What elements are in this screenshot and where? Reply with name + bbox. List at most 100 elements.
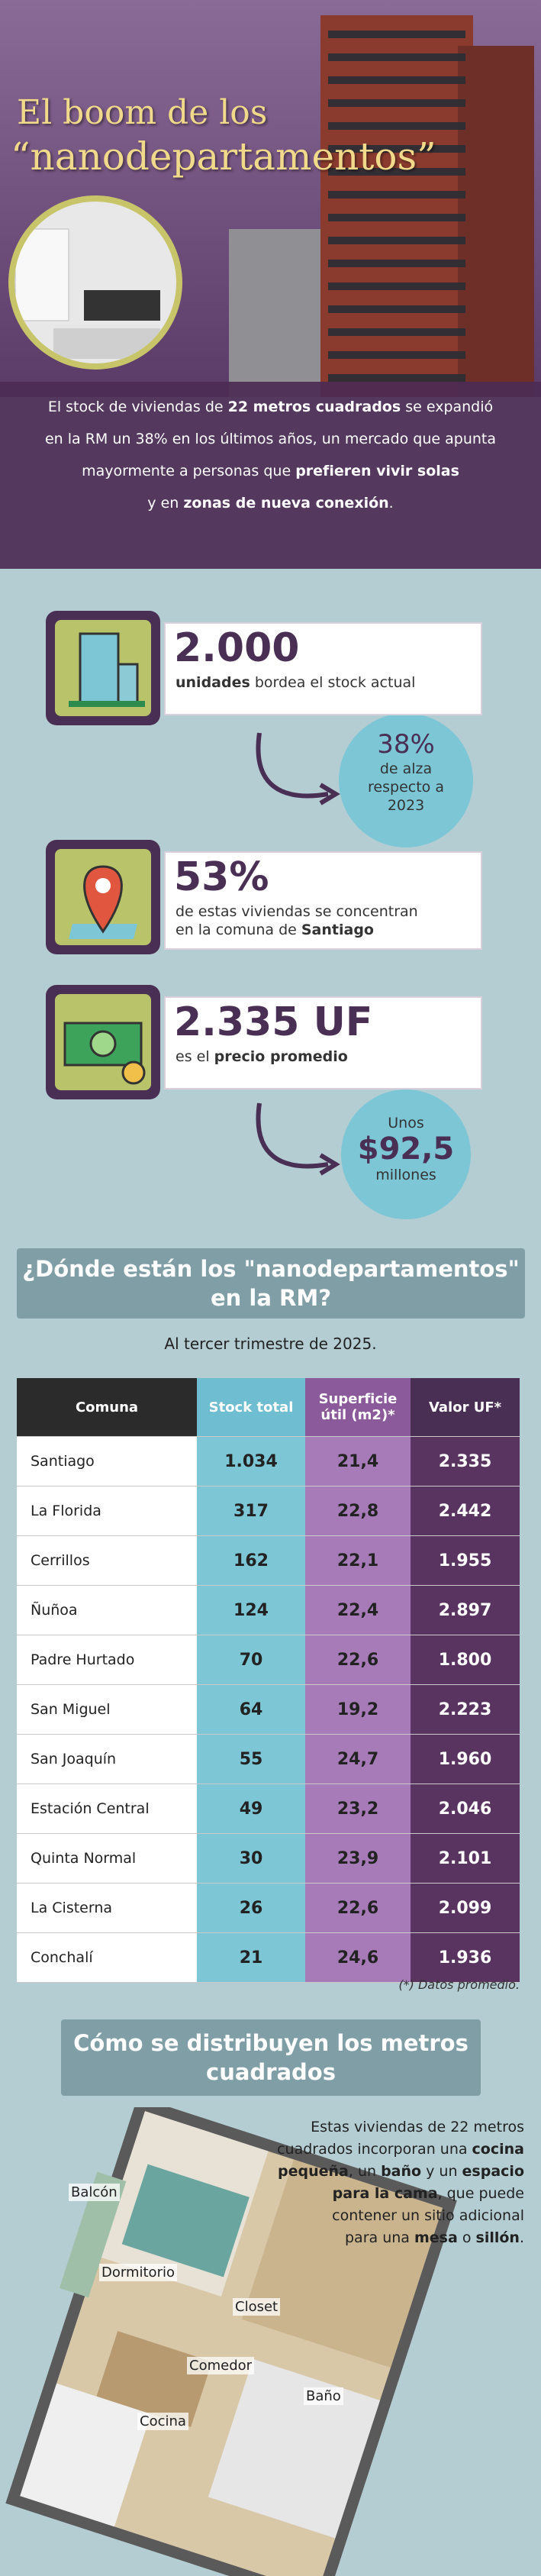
text-line: El stock de viviendas de 22 metros cuadr… [0, 399, 541, 415]
cell: 22,1 [305, 1535, 411, 1586]
text-line: en la comuna de Santiago [176, 921, 374, 939]
building [229, 15, 534, 397]
callout: Unos $92,5 millones [341, 1115, 471, 1183]
floor-plan [5, 2107, 457, 2576]
text-line: pequeña, un baño y un espacio [278, 2163, 524, 2180]
table-row: Padre Hurtado 70 22,6 1.800 [17, 1635, 520, 1685]
row-label: San Miguel [17, 1684, 197, 1735]
title: El boom de los [17, 93, 268, 132]
bold-text: espacio [462, 2163, 524, 2180]
cell: 2.897 [411, 1585, 520, 1635]
text: de estas viviendas se concentran [176, 903, 418, 920]
text-line: para una mesa o sillón. [345, 2229, 524, 2246]
header-art [0, 0, 541, 569]
cell: 2.099 [411, 1883, 520, 1933]
cell: 1.955 [411, 1535, 520, 1586]
cell: 2.442 [411, 1486, 520, 1536]
cell: 23,2 [305, 1784, 411, 1834]
section-heading: ¿Dónde están los "nanodepartamentos" en … [17, 1248, 525, 1319]
text: bordea el stock actual [250, 674, 416, 691]
text-line: Estas viviendas de 22 metros [311, 2119, 524, 2135]
cell: 2.101 [411, 1833, 520, 1884]
text: y un [421, 2163, 462, 2180]
table-row: Ñuñoa 124 22,4 2.897 [17, 1585, 520, 1635]
cell: 21 [197, 1932, 305, 1983]
callout-circle [339, 713, 473, 847]
stats-art [46, 611, 473, 1219]
table-row: Santiago 1.034 21,4 2.335 [17, 1436, 520, 1487]
bold-text: sillón [475, 2229, 520, 2246]
row-label: La Cisterna [17, 1883, 197, 1933]
room-label: Comedor [187, 2357, 255, 2374]
callout-text: respecto a [368, 779, 444, 796]
apartment-photo [14, 202, 176, 363]
text: . [388, 495, 394, 512]
cell: 1.936 [411, 1932, 520, 1983]
icon-location [46, 840, 160, 954]
row-label: Padre Hurtado [17, 1635, 197, 1685]
bold-text: unidades [176, 674, 250, 691]
text: cuadrados incorporan una [277, 2141, 472, 2158]
table-row: San Joaquín 55 24,7 1.960 [17, 1734, 520, 1784]
row-label: Cerrillos [17, 1535, 197, 1586]
text-line: en la RM un 38% en los últimos años, un … [0, 431, 541, 447]
text: contener un sitio adicional [332, 2207, 524, 2224]
table-row: La Cisterna 26 22,6 2.099 [17, 1883, 520, 1933]
bold-text: 22 metros cuadrados [227, 399, 401, 415]
icon-money [46, 985, 160, 1099]
cell: 70 [197, 1635, 305, 1685]
stat-value: 2.335 UF [174, 999, 373, 1045]
text-line: unidades bordea el stock actual [176, 673, 415, 692]
room-label: Cocina [137, 2413, 188, 2430]
text: , un [348, 2163, 382, 2180]
cell: 23,9 [305, 1833, 411, 1884]
stat-box [164, 851, 482, 950]
section-heading: Cómo se distribuyen los metros cuadrados [61, 2019, 481, 2096]
text: en la RM un 38% en los últimos años, un … [44, 431, 497, 447]
callout-text: millones [375, 1167, 436, 1183]
cell: 1.800 [411, 1635, 520, 1685]
column-header: Stock total [197, 1378, 305, 1437]
text: es el [176, 1048, 214, 1065]
room-label: Dormitorio [99, 2264, 177, 2281]
callout-text: 2023 [387, 797, 425, 814]
stat-value: 53% [174, 854, 269, 900]
room-label: Closet [233, 2298, 281, 2316]
heading-line: ¿Dónde están los "nanodepartamentos" [22, 1256, 520, 1282]
cell: 55 [197, 1734, 305, 1784]
heading-line: cuadrados [206, 2059, 336, 2085]
text-line: y en zonas de nueva conexión. [0, 495, 541, 512]
callout: 38% de alza respecto a 2023 [339, 729, 473, 815]
callout-value: $92,5 [357, 1131, 455, 1167]
stat-box [164, 622, 482, 715]
text: Estas viviendas de 22 metros [311, 2119, 524, 2135]
stat-box [164, 996, 482, 1089]
table-row: Quinta Normal 30 23,9 2.101 [17, 1833, 520, 1884]
cell: 2.223 [411, 1684, 520, 1735]
room-label: Baño [304, 2387, 343, 2405]
text-line: mayormente a personas que prefieren vivi… [0, 463, 541, 479]
text: El stock de viviendas de [47, 399, 228, 415]
cell: 2.046 [411, 1784, 520, 1834]
bold-text: zonas de nueva conexión [183, 495, 389, 512]
cell: 2.335 [411, 1436, 520, 1487]
row-label: Santiago [17, 1436, 197, 1487]
cell: 64 [197, 1684, 305, 1735]
cell: 22,6 [305, 1883, 411, 1933]
text: para una [345, 2229, 414, 2246]
bold-text: precio promedio [214, 1048, 348, 1065]
bold-text: cocina [472, 2141, 524, 2158]
cell: 317 [197, 1486, 305, 1536]
text-line: para la cama, que puede [333, 2185, 524, 2202]
cell: 49 [197, 1784, 305, 1834]
cell: 24,6 [305, 1932, 411, 1983]
text: se expandió [401, 399, 494, 415]
callout-text: de alza [379, 760, 433, 777]
text: en la comuna de [176, 922, 301, 938]
table-row: Conchalí 21 24,6 1.936 [17, 1932, 520, 1983]
subtitle: Al tercer trimestre de 2025. [164, 1335, 377, 1353]
bold-text: mesa [414, 2229, 458, 2246]
cell: 26 [197, 1883, 305, 1933]
icon-building [46, 611, 160, 725]
cell: 19,2 [305, 1684, 411, 1735]
